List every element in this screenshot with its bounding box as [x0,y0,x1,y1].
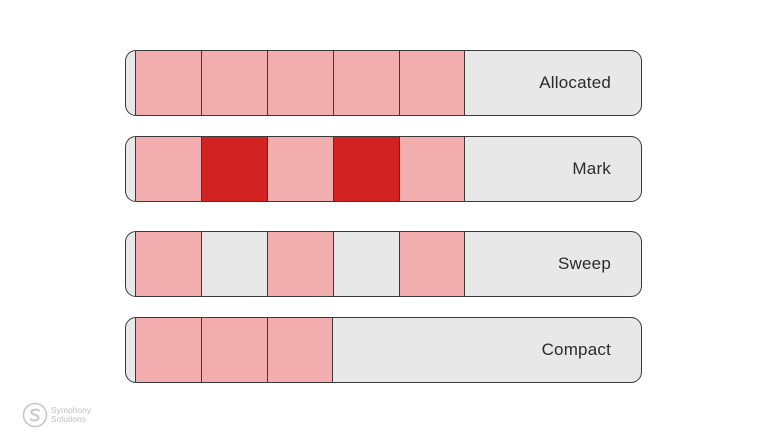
memory-block-allocated [135,137,201,201]
memory-block-allocated [267,51,333,115]
memory-block-free [201,232,267,296]
memory-row-mark: Mark [125,136,642,202]
memory-block-allocated [201,318,267,382]
memory-block-allocated [333,51,399,115]
memory-row-compact: Compact [125,317,642,383]
memory-block-allocated [399,137,465,201]
row-label-allocated: Allocated [539,73,611,92]
memory-block-marked [333,137,399,201]
row-label-compact: Compact [541,340,611,359]
row-label-sweep: Sweep [558,254,611,273]
company-logo: Symphony Solutions [22,402,91,428]
symphony-s-icon [22,402,48,428]
memory-row-allocated: Allocated [125,50,642,116]
logo-line-2: Solutions [51,414,86,424]
memory-block-free [333,232,399,296]
memory-block-allocated [267,232,333,296]
memory-block-allocated [267,137,333,201]
memory-row-sweep: Sweep [125,231,642,297]
logo-line-1: Symphony [51,405,92,415]
memory-block-allocated [135,51,201,115]
memory-block-allocated [267,318,333,382]
memory-block-allocated [135,232,201,296]
memory-block-marked [201,137,267,201]
row-label-mark: Mark [572,159,611,178]
memory-block-allocated [399,232,465,296]
memory-block-allocated [135,318,201,382]
memory-block-allocated [201,51,267,115]
memory-block-allocated [399,51,465,115]
